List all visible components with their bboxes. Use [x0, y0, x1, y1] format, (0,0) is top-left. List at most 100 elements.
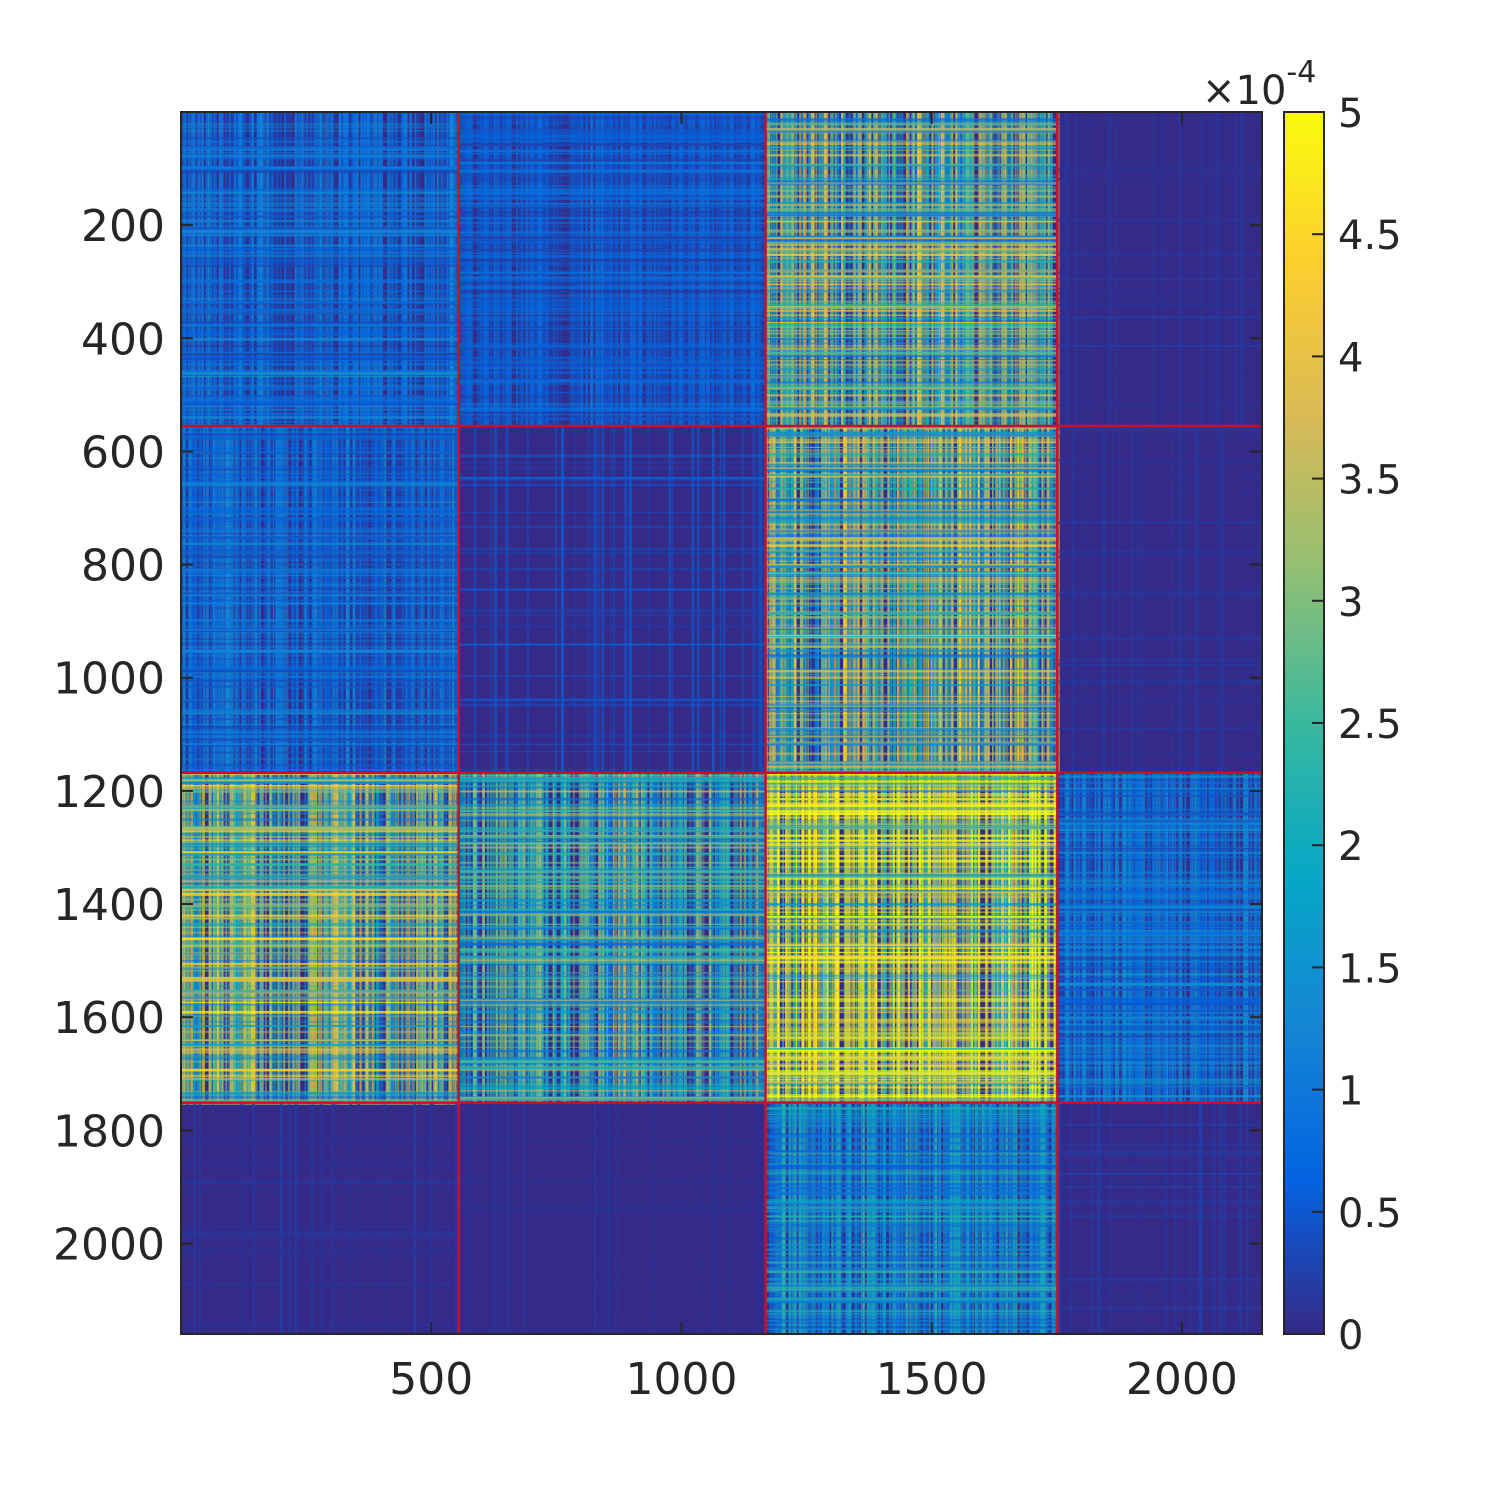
- heatmap-stripe: [1057, 1215, 1262, 1218]
- heatmap-stripe: [181, 827, 459, 830]
- heatmap-stripe: [765, 1059, 1058, 1061]
- heatmap-stripe: [792, 772, 796, 1103]
- heatmap-stripe: [765, 1156, 1058, 1159]
- heatmap-stripe: [181, 699, 459, 702]
- heatmap-stripe: [1178, 425, 1180, 773]
- heatmap-stripe: [1057, 1017, 1262, 1021]
- heatmap-stripe: [754, 112, 757, 426]
- heatmap-stripe: [537, 112, 540, 426]
- heatmap-stripe: [458, 806, 766, 810]
- heatmap-stripe: [1057, 555, 1262, 558]
- heatmap-stripe: [210, 112, 214, 426]
- heatmap-stripe: [458, 1017, 766, 1019]
- heatmap-stripe: [765, 426, 1058, 429]
- heatmap-stripe: [765, 1049, 1058, 1051]
- heatmap-stripe: [765, 1215, 1058, 1218]
- heatmap-stripe: [458, 316, 766, 319]
- heatmap-stripe: [458, 240, 766, 243]
- heatmap-stripe: [765, 296, 1058, 299]
- heatmap-stripe: [458, 143, 766, 147]
- heatmap-stripe: [496, 112, 499, 426]
- heatmap-stripe: [219, 425, 222, 773]
- heatmap-stripe: [765, 479, 1058, 481]
- heatmap-stripe: [1057, 937, 1262, 940]
- heatmap-stripe: [458, 987, 766, 991]
- heatmap-stripe: [1057, 178, 1262, 181]
- heatmap-stripe: [765, 555, 1058, 558]
- heatmap-stripe: [1057, 1040, 1262, 1043]
- heatmap-stripe: [181, 1142, 459, 1145]
- heatmap-stripe: [181, 264, 459, 267]
- heatmap-stripe: [391, 425, 393, 773]
- heatmap-stripe: [765, 128, 1058, 131]
- heatmap-stripe: [458, 128, 766, 131]
- heatmap-stripe: [181, 541, 459, 543]
- heatmap-stripe: [181, 676, 459, 679]
- heatmap-stripe: [722, 112, 725, 426]
- heatmap-stripe: [765, 407, 1058, 410]
- heatmap-stripe: [181, 976, 459, 980]
- heatmap-stripe: [712, 1102, 715, 1334]
- heatmap-stripe: [458, 380, 766, 383]
- heatmap-stripe: [458, 977, 766, 980]
- heatmap-stripe: [181, 1040, 459, 1043]
- y-tick-label: 1400: [53, 880, 165, 931]
- heatmap-stripe: [722, 112, 726, 426]
- heatmap-stripe: [897, 1102, 900, 1334]
- heatmap-stripe: [765, 846, 1058, 849]
- heatmap-stripe: [857, 112, 860, 426]
- heatmap-stripe: [458, 956, 766, 960]
- heatmap-stripe: [915, 1102, 918, 1334]
- heatmap-stripe: [765, 167, 1058, 170]
- heatmap-stripe: [379, 425, 382, 773]
- heatmap-stripe: [458, 1193, 766, 1197]
- heatmap-stripe: [765, 514, 1058, 517]
- heatmap-stripe: [445, 112, 448, 426]
- heatmap-stripe: [826, 112, 829, 426]
- heatmap-stripe: [765, 402, 1058, 405]
- heatmap-stripe: [320, 425, 324, 773]
- heatmap-stripe: [1063, 112, 1065, 426]
- heatmap-stripe: [447, 112, 450, 426]
- heatmap-stripe: [765, 363, 1058, 367]
- heatmap-stripe: [181, 679, 459, 682]
- heatmap-stripe: [765, 828, 1058, 830]
- heatmap-stripe: [458, 132, 766, 136]
- heatmap-stripe: [765, 654, 1058, 657]
- heatmap-stripe: [458, 177, 766, 180]
- heatmap-stripe: [1057, 996, 1262, 998]
- heatmap-stripe: [439, 425, 443, 773]
- heatmap-stripe: [237, 425, 240, 773]
- heatmap-stripe: [1034, 772, 1036, 1103]
- heatmap-stripe: [991, 1102, 993, 1334]
- heatmap-stripe: [458, 1049, 766, 1053]
- heatmap-stripe: [846, 772, 850, 1103]
- heatmap-stripe: [1057, 1044, 1262, 1047]
- heatmap-stripe: [873, 772, 876, 1103]
- heatmap-stripe: [372, 425, 375, 773]
- heatmap-stripe: [863, 1102, 865, 1334]
- heatmap-stripe: [181, 1051, 459, 1054]
- heatmap-stripe: [765, 269, 1058, 272]
- heatmap-stripe: [280, 425, 284, 773]
- heatmap-stripe: [765, 955, 1058, 958]
- heatmap-stripe: [1041, 112, 1044, 426]
- heatmap-stripe: [458, 410, 766, 412]
- heatmap-stripe: [837, 1102, 840, 1334]
- heatmap-stripe: [758, 1102, 760, 1334]
- heatmap-stripe: [181, 415, 459, 419]
- heatmap-stripe: [458, 842, 766, 845]
- heatmap-stripe: [765, 763, 1058, 766]
- heatmap-stripe: [971, 112, 974, 426]
- heatmap-stripe: [765, 551, 1058, 554]
- heatmap-stripe: [843, 772, 846, 1103]
- heatmap-stripe: [937, 1102, 940, 1334]
- heatmap-stripe: [964, 112, 968, 426]
- heatmap-stripe: [304, 112, 307, 426]
- heatmap-stripe: [765, 322, 1058, 325]
- heatmap-stripe: [370, 425, 374, 773]
- heatmap-stripe: [1233, 112, 1237, 426]
- heatmap-stripe: [228, 425, 231, 773]
- heatmap-stripe: [181, 992, 459, 995]
- heatmap-stripe: [1057, 1202, 1262, 1205]
